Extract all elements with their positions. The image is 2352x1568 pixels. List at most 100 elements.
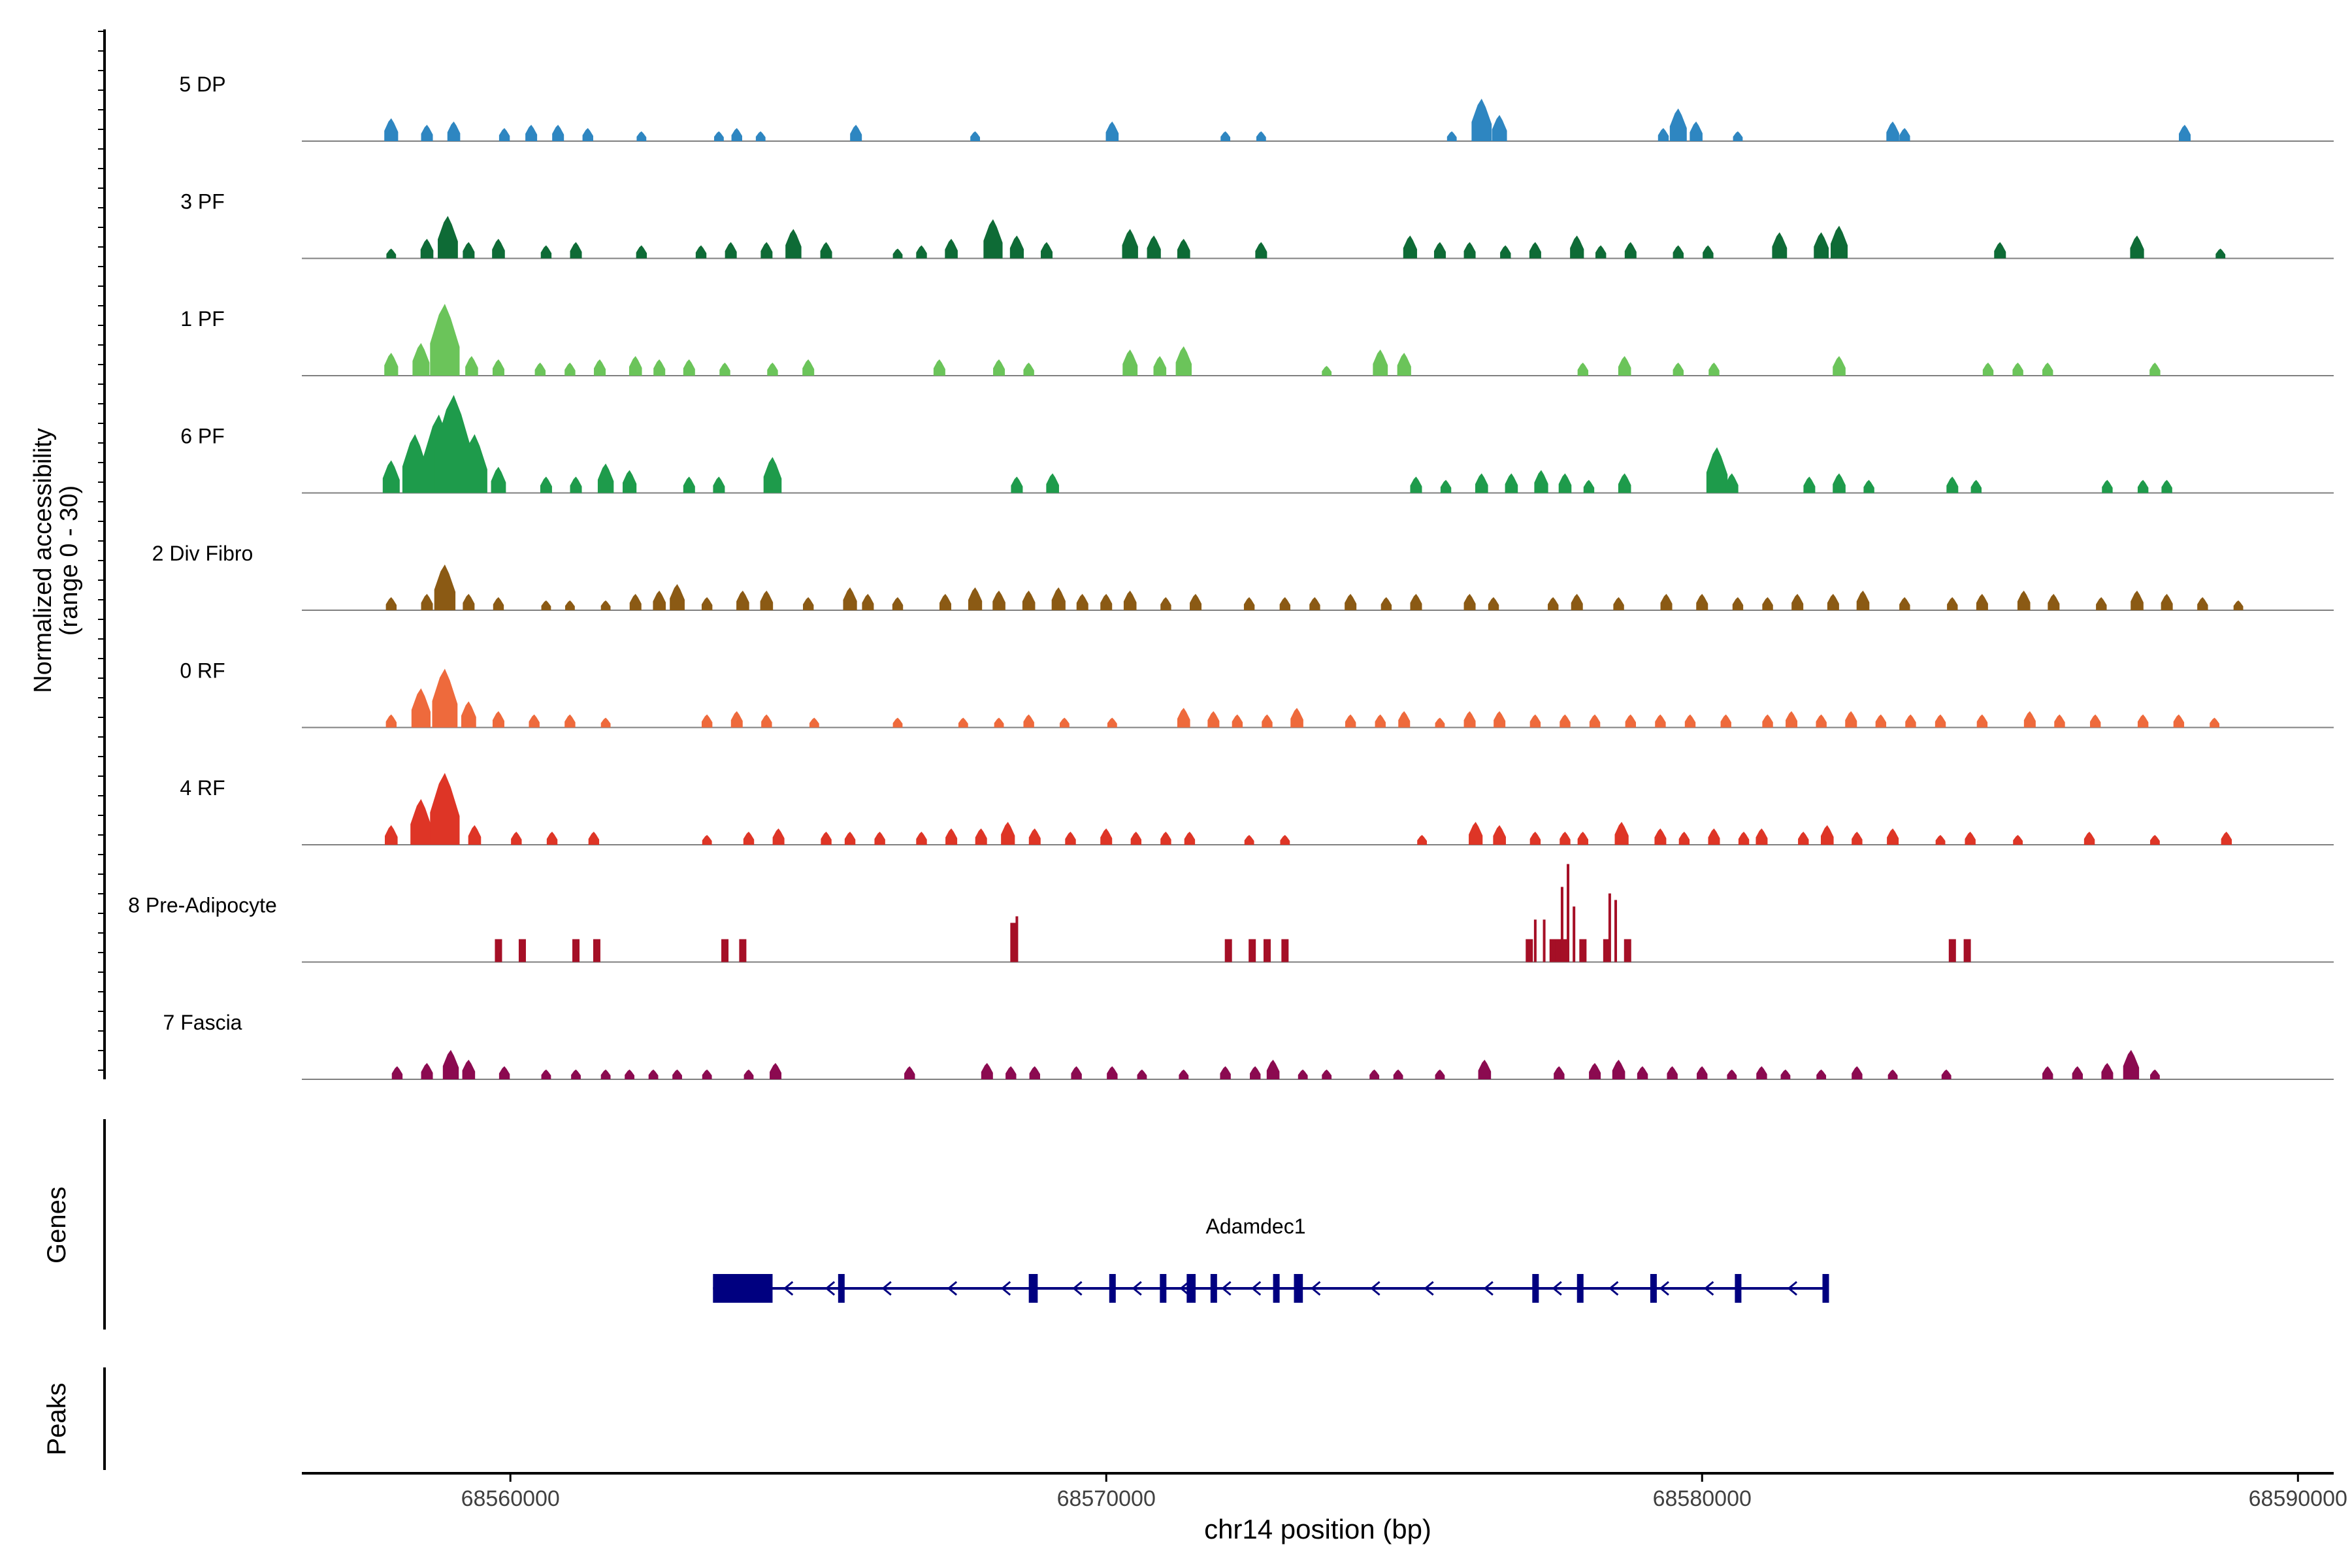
coverage-peak: [541, 1070, 551, 1079]
track-7-fascia: 7 Fascia: [163, 1011, 2334, 1080]
coverage-peak: [714, 131, 724, 141]
coverage-peak: [1147, 235, 1161, 259]
coverage-peak: [1529, 832, 1541, 845]
coverage-bar: [1579, 939, 1587, 962]
strand-arrow: [1250, 1281, 1262, 1296]
coverage-peak: [1410, 476, 1422, 493]
track-0-rf: 0 RF: [180, 659, 2334, 728]
coverage-peak: [1678, 832, 1690, 845]
coverage-peak: [2096, 597, 2107, 610]
coverage-bar: [1249, 939, 1256, 962]
track-4-rf: 4 RF: [180, 773, 2334, 845]
coverage-peak: [981, 1063, 993, 1079]
coverage-peak: [2137, 480, 2149, 493]
coverage-peak: [462, 1060, 476, 1079]
coverage-peak: [1970, 480, 1982, 493]
strand-arrow: [1370, 1281, 1380, 1296]
strand-arrow: [1483, 1281, 1494, 1296]
genes-panel-label: Genes: [42, 1186, 71, 1264]
coverage-peak: [809, 717, 819, 728]
coverage-peak: [1976, 714, 1988, 728]
coverage-peak: [1618, 473, 1631, 493]
coverage-peak: [2149, 1070, 2160, 1079]
coverage-peak: [1852, 1066, 1863, 1079]
coverage-peak: [719, 363, 730, 376]
coverage-peak: [461, 701, 476, 728]
coverage-peak: [916, 245, 927, 259]
coverage-peak: [2149, 835, 2160, 845]
coverage-peak: [463, 242, 475, 259]
coverage-peak: [1803, 476, 1816, 493]
coverage-peak: [1105, 122, 1119, 141]
coverage-axis-label-line1: Normalized accessibility: [29, 428, 57, 693]
coverage-peak: [384, 118, 399, 141]
coverage-peak: [2048, 594, 2060, 610]
coverage-peak: [904, 1066, 915, 1079]
coverage-peak: [1673, 245, 1684, 259]
coverage-peak: [629, 594, 642, 610]
coverage-peak: [701, 714, 713, 728]
coverage-peak: [1369, 1070, 1380, 1079]
track-label-2-div-fibro: 2 Div Fibro: [152, 542, 253, 565]
coverage-peak: [653, 591, 666, 610]
coverage-peak: [1655, 714, 1666, 728]
coverage-peak: [1827, 594, 1839, 610]
strand-arrow: [1704, 1281, 1714, 1296]
coverage-bar: [1963, 939, 1971, 962]
coverage-peak: [701, 597, 713, 610]
coverage-peak: [1009, 235, 1024, 259]
coverage-peak: [2042, 363, 2053, 376]
coverage-peak: [1946, 476, 1959, 493]
coverage-peak: [2233, 600, 2244, 610]
coverage-spike: [1533, 919, 1537, 962]
coverage-peak: [1279, 597, 1291, 610]
coverage-peak: [1393, 1070, 1403, 1079]
coverage-peak: [2017, 591, 2031, 610]
coverage-peak: [384, 353, 399, 376]
coverage-peak: [1654, 828, 1667, 845]
coverage-peak: [916, 832, 927, 845]
coverage-peak: [1500, 245, 1511, 259]
coverage-peak: [945, 238, 958, 259]
coverage-peak: [1463, 594, 1476, 610]
coverage-peak: [493, 597, 504, 610]
coverage-peak: [1220, 1066, 1231, 1079]
coverage-peak: [1560, 832, 1571, 845]
coverage-peak: [1816, 1070, 1827, 1079]
peaks-panel-label: Peaks: [42, 1382, 71, 1455]
coverage-peak: [1529, 714, 1541, 728]
track-label-6-pf: 6 PF: [180, 425, 225, 448]
coverage-peak: [1756, 828, 1768, 845]
coverage-peak: [1232, 714, 1243, 728]
gene-exon: [1822, 1274, 1829, 1303]
coverage-peak: [992, 591, 1005, 610]
coverage-peak: [1667, 1066, 1678, 1079]
coverage-peak: [1697, 1066, 1708, 1079]
coverage-bar: [1281, 939, 1289, 962]
coverage-peak: [1570, 235, 1584, 259]
coverage-peak: [2221, 832, 2232, 845]
coverage-peak: [420, 238, 434, 259]
gene-exon: [1294, 1274, 1303, 1303]
coverage-peak: [492, 359, 504, 376]
coverage-peak: [653, 359, 666, 376]
x-tick-label: 68590000: [2249, 1486, 2347, 1511]
coverage-spike: [1614, 900, 1618, 962]
coverage-peak: [1833, 473, 1846, 493]
coverage-peak: [1122, 350, 1138, 376]
coverage-bar: [1624, 939, 1631, 962]
coverage-peak: [933, 359, 945, 376]
coverage-peak: [803, 597, 814, 610]
track-6-pf: 6 PF: [180, 395, 2334, 494]
coverage-peak: [1005, 1066, 1017, 1079]
coverage-peak: [1375, 714, 1386, 728]
coverage-peak: [1123, 591, 1137, 610]
coverage-peak: [2210, 717, 2219, 728]
coverage-peak: [1492, 115, 1507, 141]
coverage-peak: [1577, 832, 1589, 845]
coverage-peak: [1887, 1070, 1898, 1079]
track-label-7-fascia: 7 Fascia: [163, 1011, 242, 1034]
coverage-peak: [1051, 587, 1066, 610]
strand-arrow: [825, 1281, 836, 1296]
strand-arrow: [1552, 1281, 1562, 1296]
